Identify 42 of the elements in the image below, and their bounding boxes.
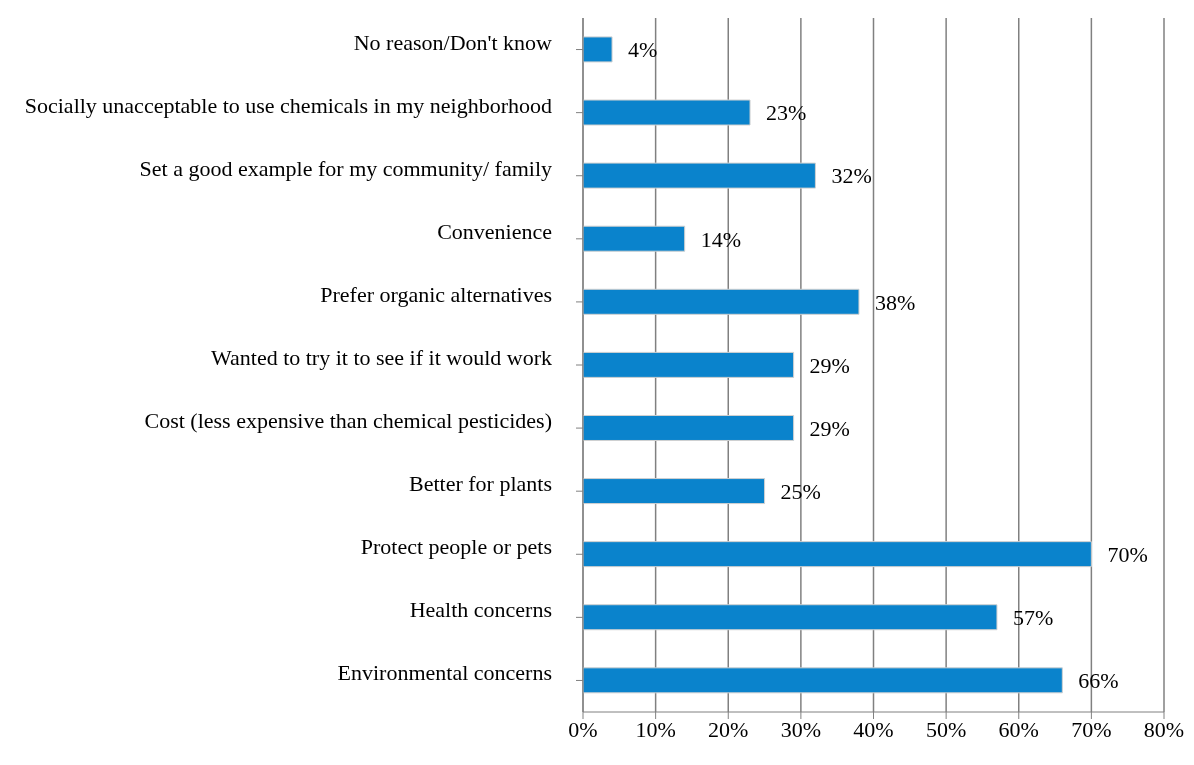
- bar: [583, 99, 751, 126]
- y-tick-label: Protect people or pets: [360, 534, 552, 560]
- data-label: 29%: [809, 415, 850, 441]
- data-label: 23%: [766, 100, 807, 126]
- y-tick-label: Cost (less expensive than chemical pesticides): [144, 408, 552, 434]
- data-label: 14%: [700, 226, 741, 252]
- x-tick-label: 80%: [1143, 716, 1185, 742]
- bar: [583, 414, 795, 441]
- data-label: 29%: [809, 352, 850, 378]
- y-tick-label: Prefer organic alternatives: [320, 281, 552, 307]
- y-tick-label: Convenience: [437, 218, 552, 244]
- x-tick-label: 30%: [780, 716, 822, 742]
- x-tick-label: 40%: [853, 716, 894, 742]
- y-tick-label: Wanted to try it to see if it would work: [211, 345, 552, 370]
- bar: [583, 351, 795, 378]
- x-tick-label: 20%: [708, 716, 749, 742]
- data-label: 38%: [874, 289, 916, 315]
- x-tick-label: 10%: [635, 716, 676, 742]
- x-tick-label: 50%: [925, 716, 967, 742]
- bar: [583, 288, 860, 315]
- y-tick-label: Environmental concerns: [337, 660, 552, 686]
- data-label: 70%: [1107, 541, 1148, 567]
- bar: [583, 478, 766, 505]
- bar: [583, 36, 613, 63]
- data-label: 25%: [780, 478, 821, 504]
- bar: [583, 225, 686, 252]
- data-label: 57%: [1012, 605, 1054, 631]
- y-tick-label: Better for plants: [409, 471, 552, 497]
- data-label: 66%: [1078, 668, 1119, 694]
- x-tick-label: 60%: [998, 716, 1039, 742]
- y-tick-label: Socially unacceptable to use chemicals in my neighborhood: [24, 92, 552, 118]
- x-tick-label: 70%: [1071, 716, 1112, 742]
- y-tick-label: Set a good example for my community/ family: [139, 155, 552, 181]
- bar: [583, 162, 816, 189]
- y-tick-label: Health concerns: [409, 597, 552, 623]
- y-tick-label: No reason/Don't know: [353, 29, 553, 55]
- data-label: 32%: [831, 163, 872, 189]
- x-tick-label: 0%: [568, 716, 598, 742]
- bar: [583, 541, 1092, 568]
- data-label: 4%: [628, 37, 658, 63]
- bar: [583, 604, 998, 631]
- bar: [583, 667, 1063, 694]
